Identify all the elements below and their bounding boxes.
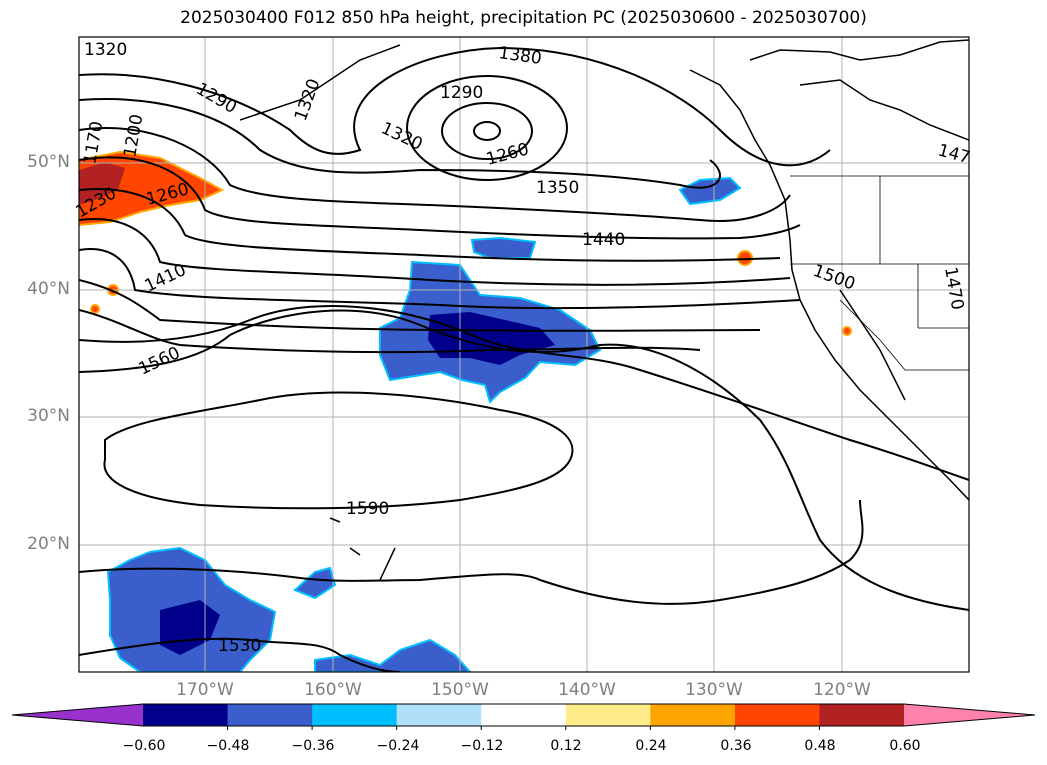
colorbar-tick-label: −0.24 [376, 738, 420, 754]
precip-positive-spot [737, 250, 753, 266]
contour-label: 1350 [536, 178, 579, 198]
colorbar-segment [227, 704, 313, 726]
colorbar-tick-label: 0.12 [550, 738, 582, 754]
colorbar-tick-label: 0.36 [720, 738, 752, 754]
colorbar-segment [819, 704, 905, 726]
colorbar-tick-label: −0.12 [460, 738, 504, 754]
precip-positive-spot [842, 326, 852, 336]
colorbar-segment [734, 704, 820, 726]
colorbar-segment [312, 704, 398, 726]
colorbar-segment [650, 704, 736, 726]
lon-label: 140°W [558, 680, 616, 700]
lon-label: 150°W [431, 680, 489, 700]
lon-label: 160°W [304, 680, 362, 700]
precip-negative-south [314, 638, 472, 672]
colorbar-segment [565, 704, 651, 726]
height-contours [79, 46, 969, 672]
lat-label: 50°N [27, 152, 70, 172]
coastlines [239, 39, 969, 581]
contour-label: 1320 [84, 40, 127, 60]
contour-label: 1440 [582, 230, 625, 250]
colorbar-segment [143, 704, 229, 726]
lat-label: 20°N [27, 534, 70, 554]
lon-label: 170°W [176, 680, 234, 700]
precip-negative-coast [678, 176, 742, 206]
colorbar-segment [481, 704, 567, 726]
grid-lines [79, 37, 969, 672]
lon-label: 120°W [813, 680, 871, 700]
colorbar-segment [396, 704, 482, 726]
contour-label: 1590 [346, 499, 389, 519]
lat-label: 30°N [27, 406, 70, 426]
colorbar-outline [11, 703, 1036, 727]
map-title: 2025030400 F012 850 hPa height, precipit… [180, 8, 867, 28]
colorbar-tick-label: 0.60 [889, 738, 921, 754]
boundaries [790, 175, 969, 371]
lat-label: 40°N [27, 279, 70, 299]
contour-label: 1290 [440, 83, 483, 103]
plot-frame [78, 36, 970, 673]
colorbar [11, 703, 1036, 730]
colorbar-tick-label: −0.36 [291, 738, 335, 754]
precip-negative-north [470, 236, 537, 259]
colorbar-tick-label: 0.24 [635, 738, 667, 754]
colorbar-extend-max [904, 704, 1035, 726]
colorbar-tick-label: −0.48 [206, 738, 250, 754]
colorbar-extend-min [12, 704, 143, 726]
precip-positive-spot [90, 304, 100, 314]
lon-label: 130°W [685, 680, 743, 700]
precip-positive-nw-core [79, 162, 125, 205]
colorbar-tick-label: −0.60 [122, 738, 166, 754]
colorbar-tick-label: 0.48 [804, 738, 836, 754]
contour-label: 1530 [218, 636, 261, 656]
